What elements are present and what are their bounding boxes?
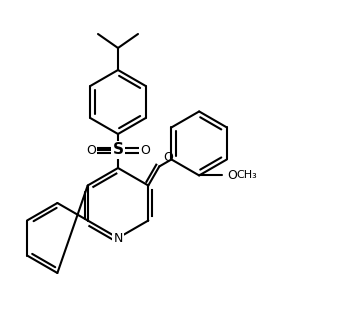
Text: O: O: [86, 144, 96, 157]
Text: O: O: [163, 151, 173, 164]
Text: O: O: [140, 144, 150, 157]
Text: S: S: [113, 143, 124, 158]
Text: O: O: [227, 169, 237, 182]
Text: CH₃: CH₃: [236, 170, 257, 180]
Text: N: N: [113, 232, 123, 245]
